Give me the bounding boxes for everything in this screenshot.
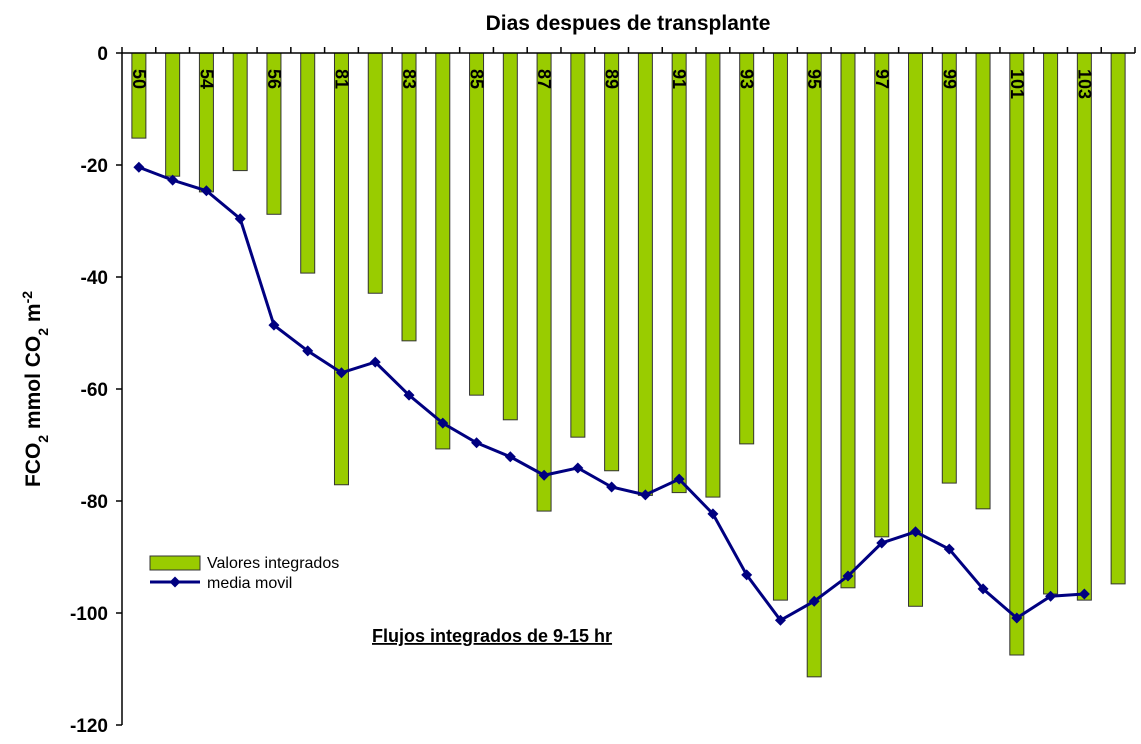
- x-tick-label: 83: [399, 69, 419, 89]
- line-marker: [302, 345, 314, 357]
- bar: [604, 52, 620, 472]
- bar: [1043, 52, 1059, 595]
- y-tick-label: -120: [70, 716, 108, 737]
- x-tick-label: 54: [196, 69, 216, 89]
- bar: [300, 52, 316, 274]
- x-tick-label: 97: [872, 69, 892, 89]
- y-axis-label-part: mmol CO: [22, 336, 45, 435]
- bar: [772, 52, 788, 601]
- y-axis-label-part: 2: [35, 435, 51, 443]
- bar: [367, 52, 383, 294]
- line-marker: [234, 213, 246, 225]
- line-marker: [437, 417, 449, 429]
- line-marker: [167, 174, 179, 186]
- line-marker: [572, 462, 584, 474]
- x-tick-label: 101: [1007, 69, 1027, 99]
- bar: [1110, 52, 1126, 585]
- bar: [1009, 52, 1025, 656]
- x-tick-label: 93: [737, 69, 757, 89]
- line-marker: [335, 367, 347, 379]
- bar: [435, 52, 451, 450]
- bar: [671, 52, 687, 494]
- bar: [536, 52, 552, 512]
- y-axis-label-part: FCO: [22, 443, 45, 487]
- y-tick-label: 0: [97, 44, 108, 65]
- bar: [806, 52, 822, 678]
- x-tick-label: 99: [939, 69, 959, 89]
- line-marker: [1078, 588, 1090, 600]
- chart-title: Dias despues de transplante: [486, 12, 771, 35]
- y-axis-label-part: m: [22, 303, 45, 328]
- x-tick-label: 56: [264, 69, 284, 89]
- annotation: Flujos integrados de 9-15 hr: [372, 626, 612, 646]
- bar: [232, 52, 248, 172]
- bar: [131, 52, 147, 139]
- line-marker: [133, 161, 145, 173]
- y-tick-label: -60: [81, 380, 108, 401]
- line-marker: [910, 526, 922, 538]
- y-tick-label: -20: [81, 156, 108, 177]
- y-axis-label-part: 2: [35, 328, 51, 336]
- bar: [637, 52, 653, 496]
- y-tick-label: -40: [81, 268, 108, 289]
- legend-label: media movil: [207, 575, 292, 592]
- x-tick-label: 89: [602, 69, 622, 89]
- y-tick-label: -80: [81, 492, 108, 513]
- bar: [840, 52, 856, 589]
- line-marker: [200, 185, 212, 197]
- bar: [401, 52, 417, 342]
- y-axis-label: FCO2 mmol CO2 m-2: [19, 291, 51, 487]
- bar: [941, 52, 957, 484]
- line-marker: [268, 319, 280, 331]
- line-marker: [504, 451, 516, 463]
- legend-label: Valores integrados: [207, 555, 339, 572]
- line-marker: [842, 570, 854, 582]
- line-marker: [538, 469, 550, 481]
- line-marker: [369, 356, 381, 368]
- line-marker: [1045, 590, 1057, 602]
- x-tick-label: 103: [1074, 69, 1094, 99]
- bar: [874, 52, 890, 538]
- x-tick-label: 81: [331, 69, 351, 89]
- line-marker: [741, 569, 753, 581]
- x-tick-label: 95: [804, 69, 824, 89]
- x-tick-label: 87: [534, 69, 554, 89]
- y-axis-label-part: -2: [19, 291, 35, 304]
- line-marker: [943, 543, 955, 555]
- line-marker: [1011, 612, 1023, 624]
- bar: [165, 52, 181, 177]
- bar: [333, 52, 349, 486]
- bar: [908, 52, 924, 607]
- y-tick-label: -100: [70, 604, 108, 625]
- line-marker: [808, 595, 820, 607]
- line-marker: [639, 489, 651, 501]
- bar: [469, 52, 485, 396]
- line-marker: [707, 508, 719, 520]
- bar: [705, 52, 721, 498]
- line-marker: [606, 481, 618, 493]
- bar: [739, 52, 755, 445]
- bar: [570, 52, 586, 438]
- line-marker: [471, 437, 483, 449]
- bar: [975, 52, 991, 510]
- x-tick-label: 50: [129, 69, 149, 89]
- line-marker: [977, 583, 989, 595]
- line-marker: [876, 537, 888, 549]
- x-tick-label: 91: [669, 69, 689, 89]
- bar: [1076, 52, 1092, 601]
- legend-marker: [169, 576, 181, 588]
- x-tick-label: 85: [467, 69, 487, 89]
- line-marker: [403, 389, 415, 401]
- legend-swatch: [149, 555, 201, 571]
- bar: [502, 52, 518, 421]
- line-marker: [774, 614, 786, 626]
- line-marker: [673, 473, 685, 485]
